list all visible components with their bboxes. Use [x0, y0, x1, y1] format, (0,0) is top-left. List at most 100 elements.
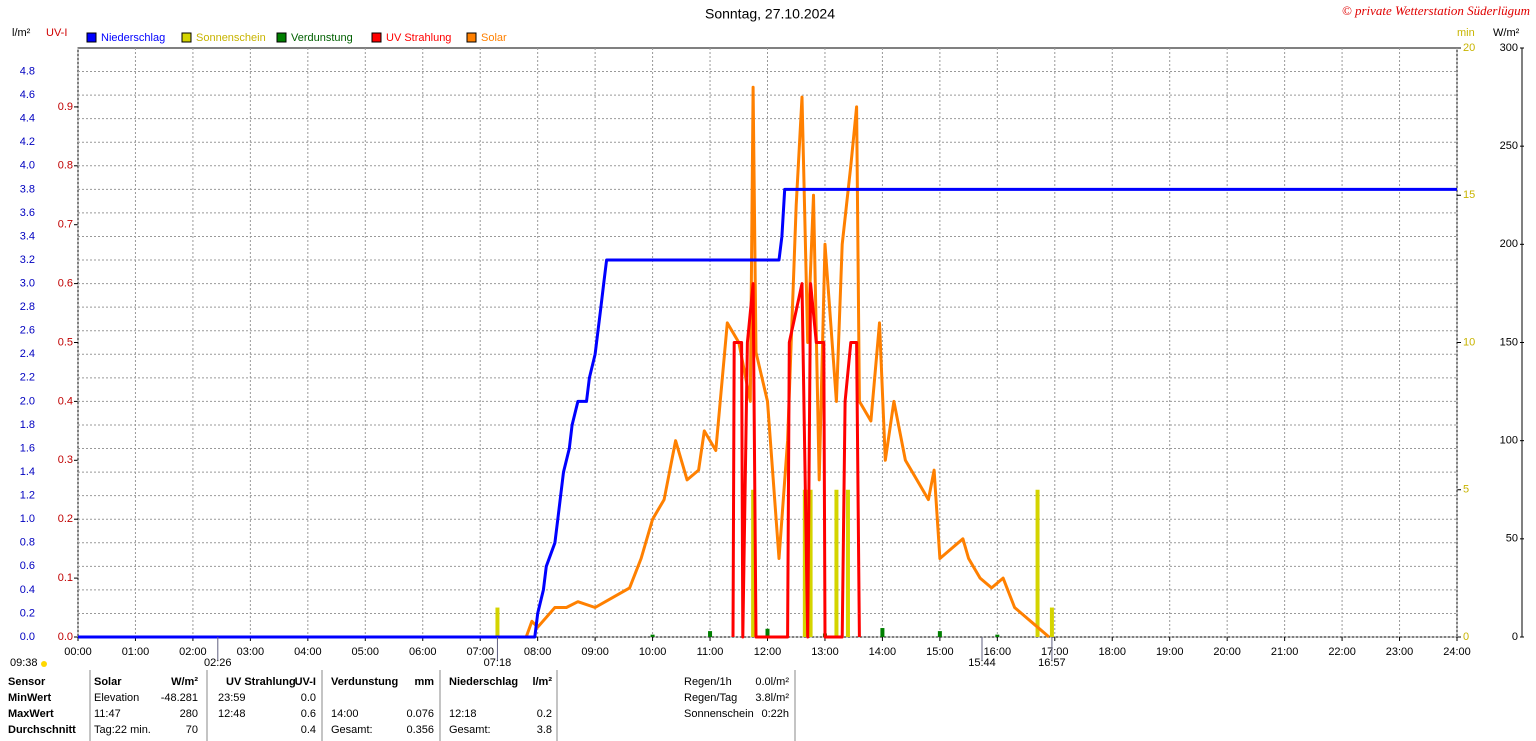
table-cell: Tag:22 min.: [94, 724, 151, 736]
bar: [708, 631, 713, 637]
y-tick-label: 3.4: [20, 230, 35, 242]
x-tick-label: 04:00: [294, 646, 322, 658]
x-tick-label: 07:00: [466, 646, 494, 658]
x-tick-label: 20:00: [1213, 646, 1241, 658]
y-tick-label: 0.4: [20, 584, 35, 596]
y4-tick-label: 300: [1500, 42, 1518, 54]
table-cell: Gesamt:: [331, 724, 373, 736]
y3-tick-label: 5: [1463, 484, 1469, 496]
bar: [650, 634, 655, 637]
summary-label: Regen/Tag: [684, 692, 737, 704]
summary-value: 0:22h: [761, 708, 789, 720]
legend-swatch: [466, 32, 477, 43]
x-tick-label: 00:00: [64, 646, 92, 658]
y-tick-label: 1.6: [20, 442, 35, 454]
table-header: l/m²: [532, 676, 552, 688]
legend-label: Solar: [481, 32, 507, 44]
summary-label: Sonnenschein: [684, 708, 754, 720]
table-cell: 12:18: [449, 708, 477, 720]
plot-area: [77, 47, 1458, 638]
bar: [1049, 607, 1054, 637]
bar: [937, 631, 942, 637]
legend-swatch: [181, 32, 192, 43]
table-cell: 0.076: [406, 708, 434, 720]
x-tick-label: 18:00: [1098, 646, 1126, 658]
x-tick-label: 17:00: [1041, 646, 1069, 658]
table-cell: -48.281: [161, 692, 198, 704]
bar: [880, 628, 885, 637]
x-tick-label: 02:00: [179, 646, 207, 658]
credit: © private Wetterstation Süderlügum: [1342, 3, 1530, 18]
y-tick-label: 4.0: [20, 160, 35, 172]
x-tick-label: 24:00: [1443, 646, 1471, 658]
table-cell: Gesamt:: [449, 724, 491, 736]
bar: [495, 607, 500, 637]
table-cell: 14:00: [331, 708, 359, 720]
legend-swatch: [86, 32, 97, 43]
x-tick-label: 09:00: [581, 646, 609, 658]
x-tick-label: 15:00: [926, 646, 954, 658]
y4-tick-label: 50: [1506, 533, 1518, 545]
legend-label: Sonnenschein: [196, 32, 266, 44]
table-lines: [89, 670, 796, 741]
y2-tick-label: 0.6: [58, 278, 73, 290]
legend-swatch: [371, 32, 382, 43]
y2-tick-label: 0.2: [58, 513, 73, 525]
y2-tick-label: 0.7: [58, 219, 73, 231]
y-tick-label: 3.0: [20, 278, 35, 290]
x-tick-label: 08:00: [524, 646, 552, 658]
y-tick-label: 4.6: [20, 89, 35, 101]
table-header: Verdunstung: [331, 676, 398, 688]
table-cell: Elevation: [94, 692, 139, 704]
table-header: UV-I: [295, 676, 316, 688]
row-header: Durchschnitt: [8, 724, 76, 736]
bar: [995, 634, 1000, 637]
bar: [845, 489, 850, 637]
row-header: MinWert: [8, 692, 52, 704]
bar: [802, 489, 807, 637]
y-tick-label: 1.8: [20, 419, 35, 431]
y3-tick-label: 15: [1463, 189, 1475, 201]
annotation: 07:18: [484, 657, 512, 669]
y-tick-label: 2.4: [20, 348, 35, 360]
y-tick-label: 4.2: [20, 136, 35, 148]
y-tick-label: 2.0: [20, 395, 35, 407]
bar: [751, 489, 756, 637]
y-tick-label: 1.0: [20, 513, 35, 525]
table-header: Niederschlag: [449, 676, 518, 688]
table-header: Solar: [94, 676, 122, 688]
bar: [808, 489, 813, 637]
row-header: MaxWert: [8, 708, 54, 720]
y-tick-label: 0.2: [20, 607, 35, 619]
y3-tick-label: 10: [1463, 336, 1475, 348]
legend-label: UV Strahlung: [386, 32, 451, 44]
y-tick-label: 2.2: [20, 372, 35, 384]
series-line: [78, 187, 1457, 639]
annotation: 09:38: [10, 657, 38, 669]
y2-tick-label: 0.3: [58, 454, 73, 466]
table-cell: 11:47: [94, 708, 121, 720]
y4-tick-label: 150: [1500, 336, 1518, 348]
x-tick-label: 01:00: [122, 646, 150, 658]
x-tick-label: 11:00: [697, 646, 724, 658]
y2-tick-label: 0.1: [58, 572, 73, 584]
sun-icon: [41, 661, 47, 667]
y4-tick-label: 250: [1500, 140, 1518, 152]
y2-tick-label: 0.8: [58, 160, 73, 172]
summary-value: 0.0l/m²: [755, 676, 789, 688]
y-tick-label: 0.6: [20, 560, 35, 572]
y4-tick-label: 0: [1512, 631, 1518, 643]
table-header: UV Strahlung: [226, 676, 296, 688]
annotation: 02:26: [204, 657, 232, 669]
y-tick-label: 3.6: [20, 207, 35, 219]
y-tick-label: 3.8: [20, 183, 35, 195]
y3-axis-title: min: [1457, 27, 1475, 39]
chart-title: Sonntag, 27.10.2024: [705, 6, 835, 22]
table-cell: 0.6: [301, 708, 316, 720]
x-tick-label: 06:00: [409, 646, 437, 658]
table-cell: 70: [186, 724, 198, 736]
y2-tick-label: 0.4: [58, 395, 73, 407]
y-tick-label: 0.0: [20, 631, 35, 643]
y-tick-label: 3.2: [20, 254, 35, 266]
